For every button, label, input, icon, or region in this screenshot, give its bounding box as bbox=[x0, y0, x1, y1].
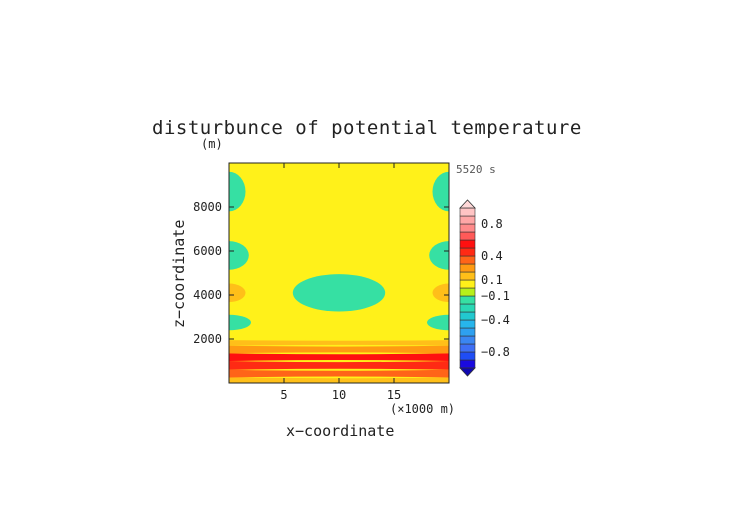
contour-region bbox=[229, 171, 246, 212]
colorbar-segment bbox=[459, 239, 476, 249]
x-axis-label: x−coordinate bbox=[286, 422, 394, 440]
contour-region bbox=[302, 238, 376, 272]
colorbar-segment bbox=[459, 255, 476, 265]
y-axis-label: z−coordinate bbox=[170, 220, 188, 328]
y-tick-label: 6000 bbox=[193, 244, 222, 258]
contour-region bbox=[229, 314, 251, 331]
colorbar-segment bbox=[459, 295, 476, 305]
colorbar-segment bbox=[459, 215, 476, 225]
y-tick-label: 2000 bbox=[193, 332, 222, 346]
colorbar-extend-top bbox=[459, 199, 476, 209]
colorbar-segment bbox=[459, 279, 476, 289]
contour-region bbox=[432, 283, 449, 303]
y-ticks: 2000 4000 6000 8000 bbox=[193, 200, 449, 346]
contour-region bbox=[229, 241, 249, 270]
contour-region bbox=[229, 283, 246, 303]
colorbar-segment bbox=[459, 327, 476, 337]
contour-band bbox=[229, 361, 449, 370]
colorbar: 0.8 0.4 0.1 −0.1 −0.4 −0.8 bbox=[459, 199, 510, 377]
contour-region bbox=[292, 274, 386, 312]
contour-band bbox=[229, 369, 449, 378]
y-tick-label: 4000 bbox=[193, 288, 222, 302]
contour-band bbox=[229, 353, 449, 361]
contour-region bbox=[427, 314, 449, 331]
colorbar-segment bbox=[459, 223, 476, 233]
colorbar-label: −0.1 bbox=[481, 289, 510, 303]
colorbar-segment bbox=[459, 343, 476, 353]
x-tick-label: 5 bbox=[280, 388, 287, 402]
contour-band bbox=[229, 340, 449, 346]
colorbar-label: 0.8 bbox=[481, 217, 503, 231]
colorbar-extend-bottom bbox=[459, 367, 476, 377]
colorbar-segment bbox=[459, 319, 476, 329]
chart-title: disturbunce of potential temperature bbox=[152, 117, 582, 139]
time-label: 5520 s bbox=[456, 163, 496, 176]
colorbar-segment bbox=[459, 335, 476, 345]
contour-field bbox=[229, 163, 449, 383]
y-unit-label: (m) bbox=[201, 137, 223, 151]
colorbar-segment bbox=[459, 351, 476, 361]
contour-region bbox=[295, 312, 383, 333]
x-tick-label: 10 bbox=[332, 388, 346, 402]
colorbar-label: −0.8 bbox=[481, 345, 510, 359]
colorbar-label: 0.1 bbox=[481, 273, 503, 287]
colorbar-label: −0.4 bbox=[481, 313, 510, 327]
x-tick-label: 15 bbox=[387, 388, 401, 402]
colorbar-segment bbox=[459, 247, 476, 257]
colorbar-segment bbox=[459, 271, 476, 281]
colorbar-segment bbox=[459, 311, 476, 321]
colorbar-segment bbox=[459, 303, 476, 313]
colorbar-segment bbox=[459, 287, 476, 297]
colorbar-label: 0.4 bbox=[481, 249, 503, 263]
contour-region bbox=[432, 171, 449, 212]
contour-band bbox=[229, 335, 449, 341]
colorbar-segment bbox=[459, 231, 476, 241]
colorbar-segment bbox=[459, 359, 476, 369]
contour-region bbox=[429, 241, 449, 270]
colorbar-segment bbox=[459, 263, 476, 273]
x-ticks: 5 10 15 bbox=[280, 163, 401, 402]
x-unit-label: (×1000 m) bbox=[390, 402, 455, 416]
y-tick-label: 8000 bbox=[193, 200, 222, 214]
contour-band bbox=[229, 345, 449, 354]
colorbar-segment bbox=[459, 207, 476, 217]
